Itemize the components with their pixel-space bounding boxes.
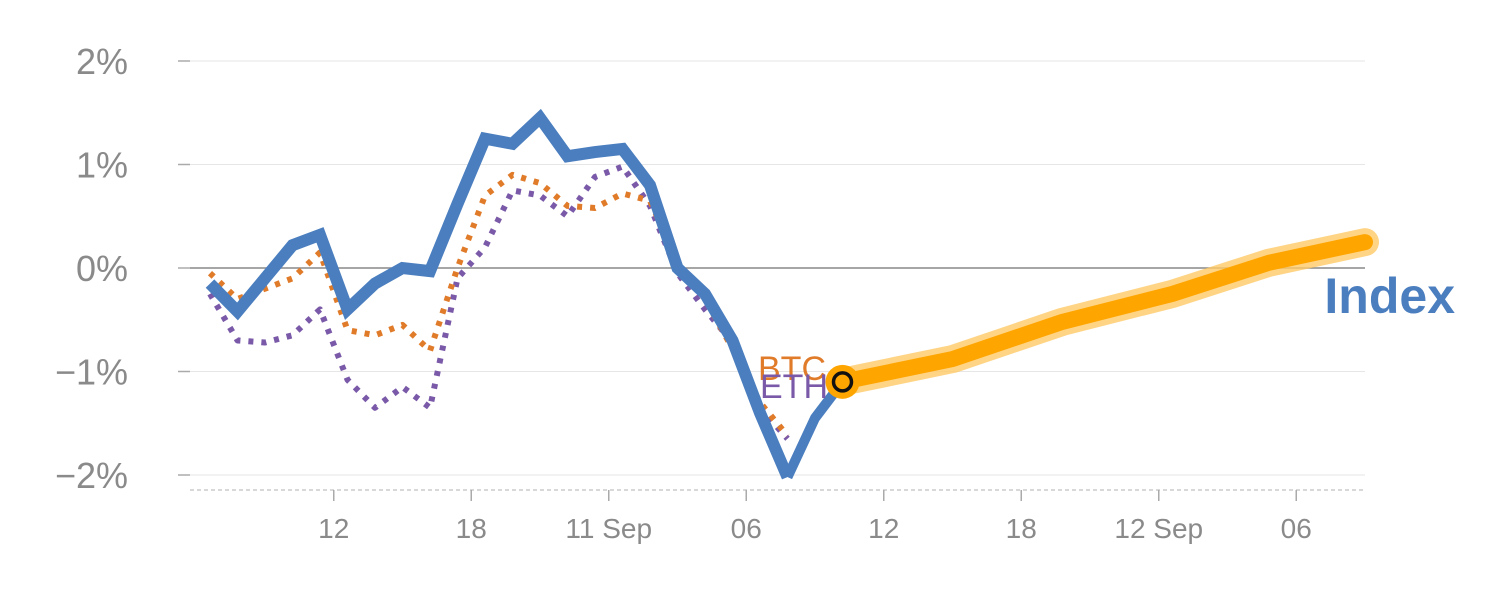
- current-point-marker: [831, 371, 854, 393]
- y-tick-label: −2%: [55, 455, 128, 496]
- current-point-halo: [825, 364, 860, 399]
- x-tick-label: 18: [456, 513, 487, 544]
- x-tick-label: 12: [868, 513, 899, 544]
- btc-series-label: BTC: [758, 350, 826, 388]
- x-tick-label: 12 Sep: [1114, 513, 1203, 544]
- eth-series-label: ETH: [760, 368, 828, 406]
- x-tick-label: 11 Sep: [565, 513, 652, 544]
- x-tick-label: 12: [318, 513, 349, 544]
- y-tick-label: 1%: [76, 145, 128, 186]
- eth-line: [207, 163, 790, 441]
- grid-layer: [190, 60, 1365, 476]
- y-tick-label: 0%: [76, 248, 128, 289]
- y-tick-label: 2%: [76, 41, 128, 82]
- index-series-label: Index: [1324, 268, 1455, 324]
- forecast-line: [834, 234, 1373, 390]
- axis-layer: 2% 1% 0% −1% −2% 12 18 11 Sep 06 12 18 12 Sep 06: [55, 41, 1365, 544]
- x-tick-label: 18: [1006, 513, 1037, 544]
- btc-line: [207, 171, 790, 438]
- index-line: [205, 108, 794, 480]
- x-tick-label: 06: [1281, 513, 1312, 544]
- y-tick-label: −1%: [55, 352, 128, 393]
- series-layer: [205, 108, 1379, 480]
- x-tick-label: 06: [731, 513, 762, 544]
